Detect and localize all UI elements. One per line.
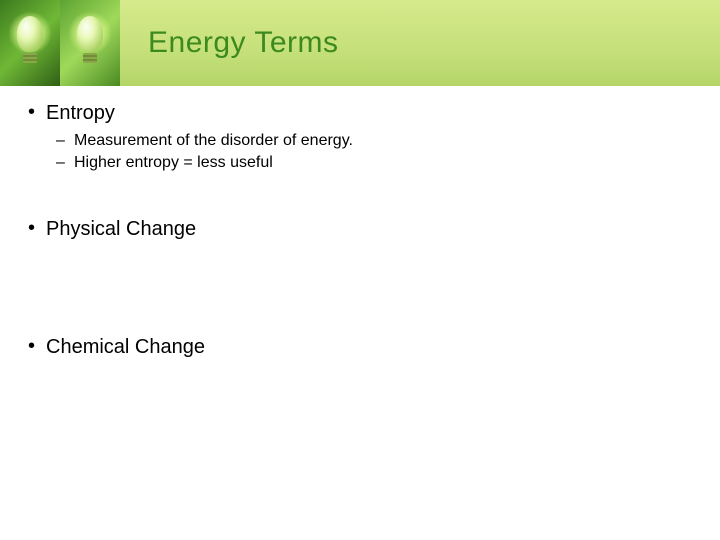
slide: Energy Terms Entropy Measurement of the … (0, 0, 720, 540)
bullet-item-entropy: Entropy Measurement of the disorder of e… (22, 100, 698, 174)
header-band: Energy Terms (0, 0, 720, 86)
term-label: Entropy (46, 100, 698, 126)
slide-title: Energy Terms (148, 26, 339, 60)
lightbulb-icon (0, 0, 60, 86)
slide-body: Entropy Measurement of the disorder of e… (0, 86, 720, 360)
term-label: Chemical Change (46, 334, 698, 360)
header-image-area (0, 0, 120, 86)
bullet-list: Entropy Measurement of the disorder of e… (22, 100, 698, 360)
lightbulb-icon (60, 0, 120, 86)
sub-bullet-item: Higher entropy = less useful (46, 152, 698, 174)
bullet-item-physical-change: Physical Change (22, 216, 698, 242)
sub-bullet-list: Measurement of the disorder of energy. H… (46, 130, 698, 174)
sub-bullet-item: Measurement of the disorder of energy. (46, 130, 698, 152)
bullet-item-chemical-change: Chemical Change (22, 334, 698, 360)
term-label: Physical Change (46, 216, 698, 242)
